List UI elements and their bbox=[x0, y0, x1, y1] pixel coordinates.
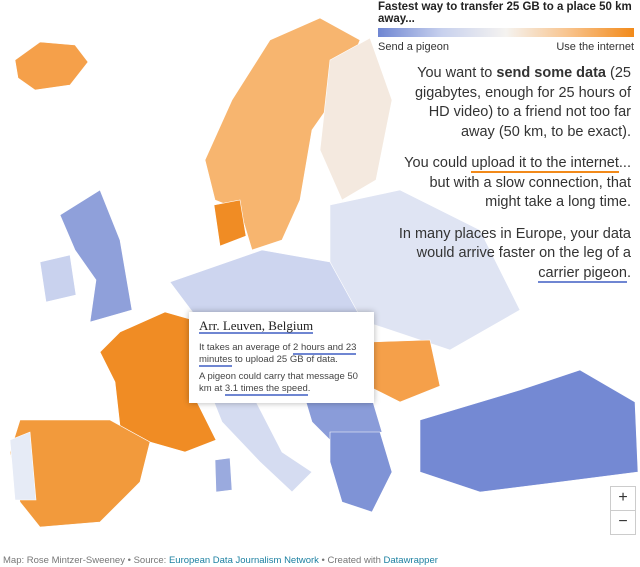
region bbox=[39, 254, 77, 303]
paragraph: You want to send some data (25 gigabytes… bbox=[395, 64, 631, 142]
intro: You want to send some data (25 gigabytes… bbox=[395, 64, 631, 295]
text: ... but with a slow connection, that mig… bbox=[429, 155, 631, 210]
tooltip: Arr. Leuven, Belgium It takes an average… bbox=[189, 312, 374, 403]
source-link[interactable]: European Data Journalism Network bbox=[168, 555, 319, 566]
legend-title: Fastest way to transfer 25 GB to a place… bbox=[378, 1, 632, 25]
zoom-in[interactable]: + bbox=[610, 486, 636, 511]
tool-link[interactable]: Datawrapper bbox=[383, 555, 438, 566]
legend-gradient bbox=[378, 28, 634, 37]
region bbox=[14, 41, 89, 91]
text: You could bbox=[404, 155, 472, 171]
text: • Created with bbox=[318, 555, 384, 566]
emphasis: send some data bbox=[496, 65, 606, 81]
text: You want to bbox=[417, 65, 497, 81]
text: Map: Rose Mintzer-Sweeney • Source: bbox=[3, 555, 169, 566]
region bbox=[419, 369, 639, 493]
text: In many places in Europe, your data woul… bbox=[398, 225, 631, 262]
text: . bbox=[307, 383, 311, 394]
tooltip-title: Arr. Leuven, Belgium bbox=[199, 318, 314, 334]
footer: Map: Rose Mintzer-Sweeney • Source: Euro… bbox=[3, 555, 438, 566]
region bbox=[59, 189, 133, 323]
text: . bbox=[626, 264, 631, 281]
region bbox=[9, 431, 37, 501]
legend-label: Use the internet bbox=[556, 41, 634, 53]
legend-label: Send a pigeon bbox=[378, 41, 449, 53]
region bbox=[329, 431, 393, 513]
legend: Fastest way to transfer 25 GB to a place… bbox=[378, 0, 634, 53]
tooltip-text: A pigeon could carry that message 50 km … bbox=[199, 371, 364, 396]
region bbox=[213, 199, 247, 247]
tooltip-text: It takes an average of 2 hours and 23 mi… bbox=[199, 342, 364, 367]
highlight: 3.1 times the speed bbox=[224, 383, 308, 396]
highlight: 2 hours and 23 minutes bbox=[199, 342, 357, 367]
zoom-out[interactable]: − bbox=[610, 510, 636, 535]
text: to upload 25 GB of data. bbox=[232, 354, 338, 365]
region bbox=[214, 457, 233, 493]
text: A pigeon could carry that message 50 km … bbox=[199, 371, 358, 394]
region bbox=[319, 37, 393, 201]
text: It takes an average of bbox=[199, 342, 294, 353]
text: (25 gigabytes, enough for 25 hours of HD… bbox=[414, 65, 631, 140]
highlight: carrier pigeon bbox=[538, 264, 627, 283]
highlight: upload it to the internet bbox=[471, 155, 619, 173]
paragraph: You could upload it to the internet... b… bbox=[395, 154, 631, 213]
paragraph: In many places in Europe, your data woul… bbox=[395, 225, 631, 284]
